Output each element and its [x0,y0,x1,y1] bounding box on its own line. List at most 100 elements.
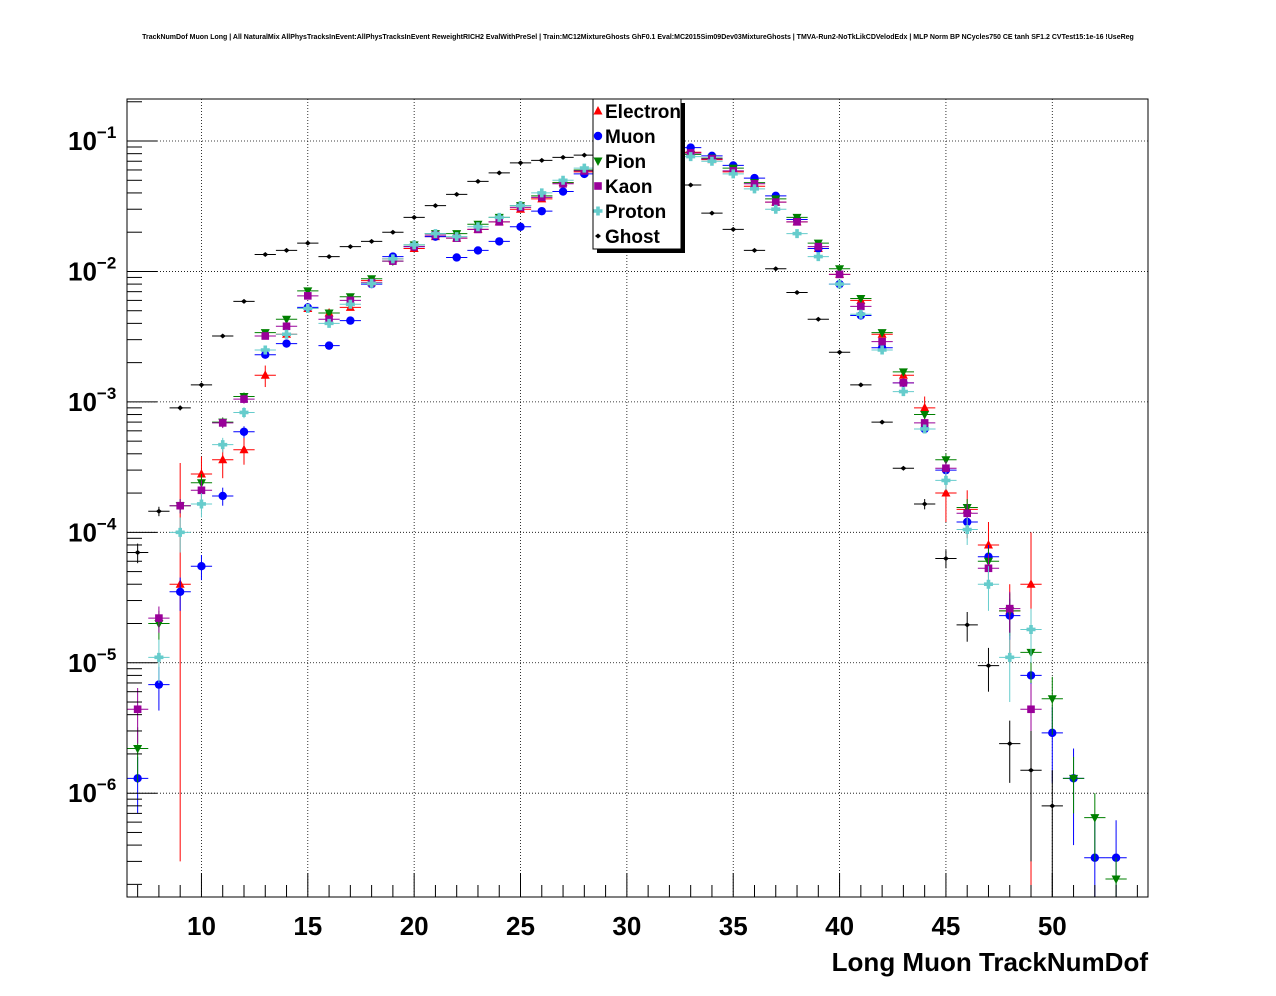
legend-entry-ghost: Ghost [595,227,661,248]
point-marker [326,254,333,260]
point-marker [177,405,184,411]
point-marker [324,309,334,319]
y-tick-label: 10−2 [68,253,116,286]
point-marker [452,253,461,262]
point-marker [771,204,781,214]
point-marker [594,182,602,190]
point-marker [430,229,440,239]
legend-label: Proton [605,202,666,223]
point-marker [517,160,524,166]
point-marker [593,106,603,115]
point-marker [857,382,864,388]
point-marker [707,156,717,166]
point-marker [963,509,971,518]
x-tick-label: 25 [506,911,535,941]
point-marker [239,407,249,417]
point-marker [197,486,206,495]
point-marker [304,240,311,246]
point-marker [856,309,866,319]
legend: Electron Muon Pion Kaon Proton Ghost [592,98,685,253]
point-marker [772,266,779,272]
x-tick-label: 15 [293,911,322,941]
legend-label: Ghost [605,227,661,248]
point-marker [920,402,930,412]
point-marker [920,419,929,427]
legend-entry-electron: Electron [593,102,681,123]
point-marker [133,705,142,714]
point-marker [794,289,801,295]
point-marker [260,370,270,379]
point-marker [835,265,845,274]
point-marker [452,232,462,242]
point-marker [196,499,206,509]
point-marker [516,222,525,231]
legend-label: Muon [605,127,656,148]
point-marker [985,663,992,669]
point-marker [879,419,886,425]
point-marker [218,454,228,464]
point-marker [283,247,290,253]
point-marker [473,246,483,255]
chart-title: TrackNumDof Muon Long | All NaturalMix A… [142,34,1134,41]
point-marker [495,237,504,246]
point-marker [983,539,993,549]
y-tick-label: 10−5 [68,645,116,678]
point-marker [579,163,589,173]
point-marker [920,411,930,420]
point-marker [1005,652,1015,662]
legend-box [592,98,682,250]
point-marker [835,270,844,279]
point-marker [239,427,249,436]
x-tick-label: 30 [612,911,641,941]
point-marker [771,198,780,206]
point-marker [324,318,334,328]
point-marker [877,329,887,338]
point-marker [1047,695,1057,704]
point-marker [1027,705,1035,714]
point-marker [595,233,601,239]
point-marker [198,382,205,388]
point-marker [367,278,377,288]
point-marker [581,152,588,158]
point-marker [749,184,759,194]
point-marker [347,244,354,250]
point-marker [154,652,164,662]
point-marker [453,191,460,197]
y-tick-label: 10−6 [68,775,116,808]
x-tick-label: 20 [400,911,429,941]
point-marker [708,210,715,216]
point-marker [303,287,313,296]
point-marker [814,242,823,251]
point-marker [898,368,908,377]
point-marker [750,179,759,188]
point-marker [411,214,418,220]
point-marker [900,465,907,471]
point-marker [516,201,526,211]
point-marker [558,187,568,196]
point-marker [593,206,603,216]
point-marker [537,188,547,198]
point-marker [388,254,398,264]
point-marker [154,680,164,689]
point-marker [593,131,603,141]
point-marker [282,329,292,339]
point-marker [920,424,930,434]
point-marker [176,501,184,510]
series-ghost [127,151,1063,897]
x-axis-title: Long Muon TrackNumDof [832,947,1149,977]
point-marker [494,212,504,222]
point-marker [495,218,504,226]
point-marker [1111,875,1121,884]
x-tick-label: 35 [719,911,748,941]
y-tick-label: 10−3 [68,384,116,417]
point-marker [260,345,270,355]
point-marker [815,316,822,322]
point-marker [686,152,696,162]
point-marker [836,349,843,355]
point-marker [560,154,567,160]
point-marker [155,508,162,514]
point-marker [474,178,481,184]
point-marker [282,322,291,331]
point-marker [728,169,738,179]
point-marker [1069,774,1079,784]
